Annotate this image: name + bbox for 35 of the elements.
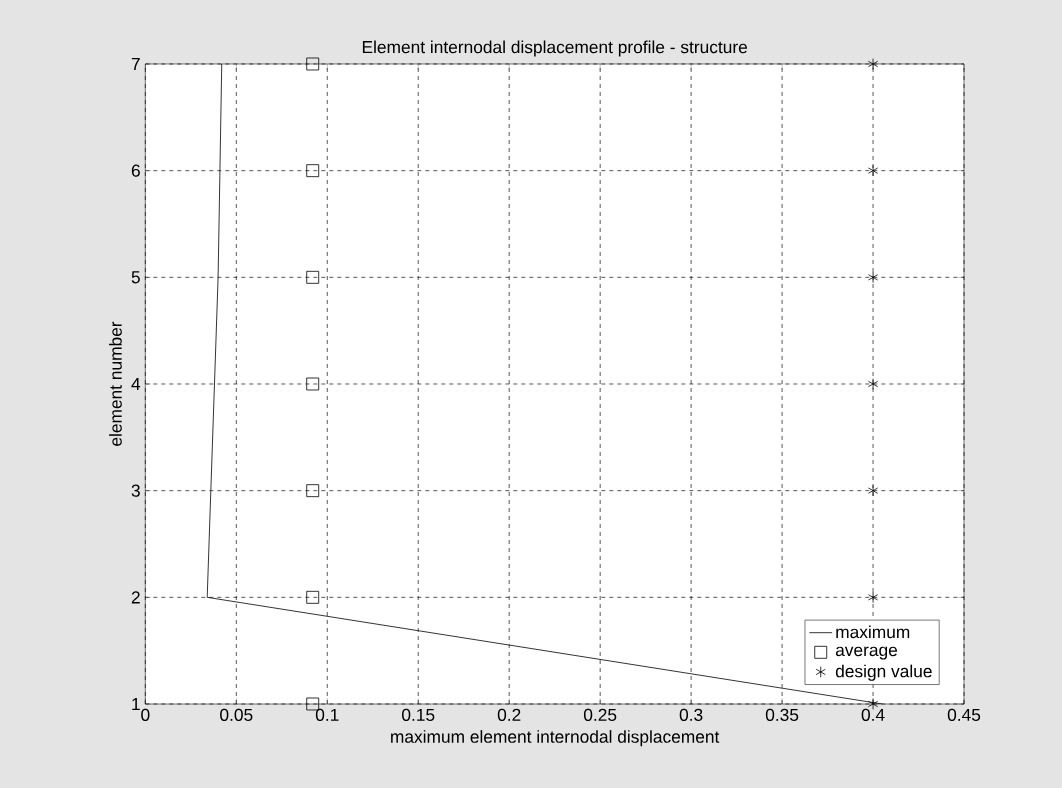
y-tick-label: 4 bbox=[131, 378, 141, 390]
point bbox=[306, 57, 320, 71]
legend-label: design value bbox=[835, 664, 932, 681]
x-tick-label: 0 bbox=[141, 708, 150, 721]
point bbox=[306, 377, 320, 391]
x-tick-label: 0.2 bbox=[497, 708, 521, 721]
point bbox=[868, 58, 879, 70]
x-tick-label: 0.05 bbox=[220, 708, 253, 721]
y-tick-label: 6 bbox=[131, 164, 140, 177]
x-tick-label: 0.15 bbox=[402, 708, 435, 721]
point bbox=[868, 378, 879, 390]
point bbox=[306, 270, 320, 284]
legend-label: average bbox=[835, 646, 898, 660]
point bbox=[306, 484, 320, 498]
point bbox=[868, 271, 879, 284]
point bbox=[306, 164, 320, 178]
y-tick-label: 3 bbox=[131, 484, 140, 497]
chart-title: Element internodal displacement profile - structure bbox=[362, 40, 748, 57]
legend-label: maximum bbox=[836, 625, 910, 639]
x-tick-label: 0.1 bbox=[315, 708, 339, 721]
x-tick-label: 0.35 bbox=[765, 708, 799, 721]
x-axis-title: maximum element internodal displacement bbox=[391, 730, 720, 747]
point bbox=[868, 484, 879, 497]
y-tick-label: 7 bbox=[131, 58, 140, 70]
y-tick-label: 5 bbox=[131, 271, 140, 284]
y-tick-label: 2 bbox=[131, 591, 140, 604]
x-tick-label: 0.25 bbox=[583, 708, 617, 721]
point bbox=[868, 164, 879, 177]
point bbox=[868, 591, 879, 604]
x-tick-label: 0.45 bbox=[947, 708, 981, 721]
x-tick-label: 0.3 bbox=[679, 708, 703, 721]
y-tick-label: 1 bbox=[132, 698, 140, 710]
y-axis-title: element number bbox=[109, 321, 122, 446]
x-tick-label: 0.4 bbox=[861, 708, 885, 721]
point bbox=[306, 590, 320, 604]
